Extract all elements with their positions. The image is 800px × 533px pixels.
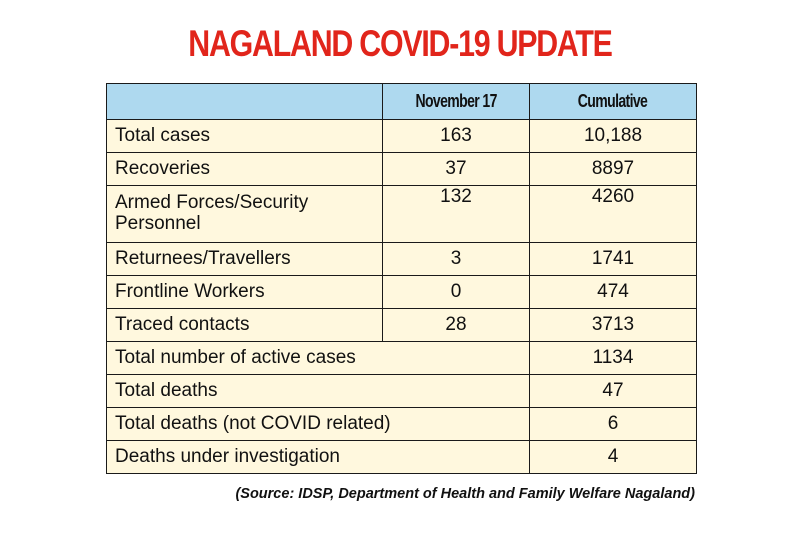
table-row: Armed Forces/Security Personnel 132 4260 — [106, 185, 697, 243]
row-cumulative-value: 3713 — [529, 308, 697, 342]
summary-row: Total deaths (not COVID related) 6 — [106, 407, 697, 441]
row-label: Frontline Workers — [106, 275, 383, 309]
row-day-value: 28 — [382, 308, 530, 342]
summary-row: Total deaths 47 — [106, 374, 697, 408]
header-day-cell: November 17 — [382, 83, 530, 120]
table-row: Recoveries 37 8897 — [106, 152, 697, 186]
header-blank-cell — [106, 83, 383, 120]
header-cumulative-cell: Cumulative — [529, 83, 697, 120]
summary-label: Total number of active cases — [106, 341, 530, 375]
row-cumulative-value: 4260 — [529, 185, 697, 243]
row-label: Traced contacts — [106, 308, 383, 342]
summary-label: Total deaths — [106, 374, 530, 408]
header-cumulative-label: Cumulative — [578, 90, 648, 111]
row-day-value: 0 — [382, 275, 530, 309]
summary-value: 6 — [529, 407, 697, 441]
page-title: NAGALAND COVID-19 UPDATE — [188, 23, 613, 64]
summary-value: 4 — [529, 440, 697, 474]
row-label: Armed Forces/Security Personnel — [106, 185, 383, 243]
row-cumulative-value: 10,188 — [529, 119, 697, 153]
row-label: Total cases — [106, 119, 383, 153]
summary-row: Total number of active cases 1134 — [106, 341, 697, 375]
summary-label: Total deaths (not COVID related) — [106, 407, 530, 441]
table-row: Total cases 163 10,188 — [106, 119, 697, 153]
table-row: Traced contacts 28 3713 — [106, 308, 697, 342]
summary-row: Deaths under investigation 4 — [106, 440, 697, 474]
summary-label: Deaths under investigation — [106, 440, 530, 474]
table-row: Returnees/Travellers 3 1741 — [106, 242, 697, 276]
covid-update-table: November 17 Cumulative Total cases 163 1… — [106, 83, 697, 474]
row-label: Returnees/Travellers — [106, 242, 383, 276]
row-cumulative-value: 8897 — [529, 152, 697, 186]
row-cumulative-value: 474 — [529, 275, 697, 309]
row-day-value: 37 — [382, 152, 530, 186]
summary-value: 47 — [529, 374, 697, 408]
table-row: Frontline Workers 0 474 — [106, 275, 697, 309]
row-day-value: 3 — [382, 242, 530, 276]
row-day-value: 163 — [382, 119, 530, 153]
source-note: (Source: IDSP, Department of Health and … — [235, 486, 695, 502]
header-day-label: November 17 — [415, 90, 497, 111]
row-day-value: 132 — [382, 185, 530, 243]
summary-value: 1134 — [529, 341, 697, 375]
row-cumulative-value: 1741 — [529, 242, 697, 276]
row-label: Recoveries — [106, 152, 383, 186]
table-header-row: November 17 Cumulative — [106, 83, 697, 120]
